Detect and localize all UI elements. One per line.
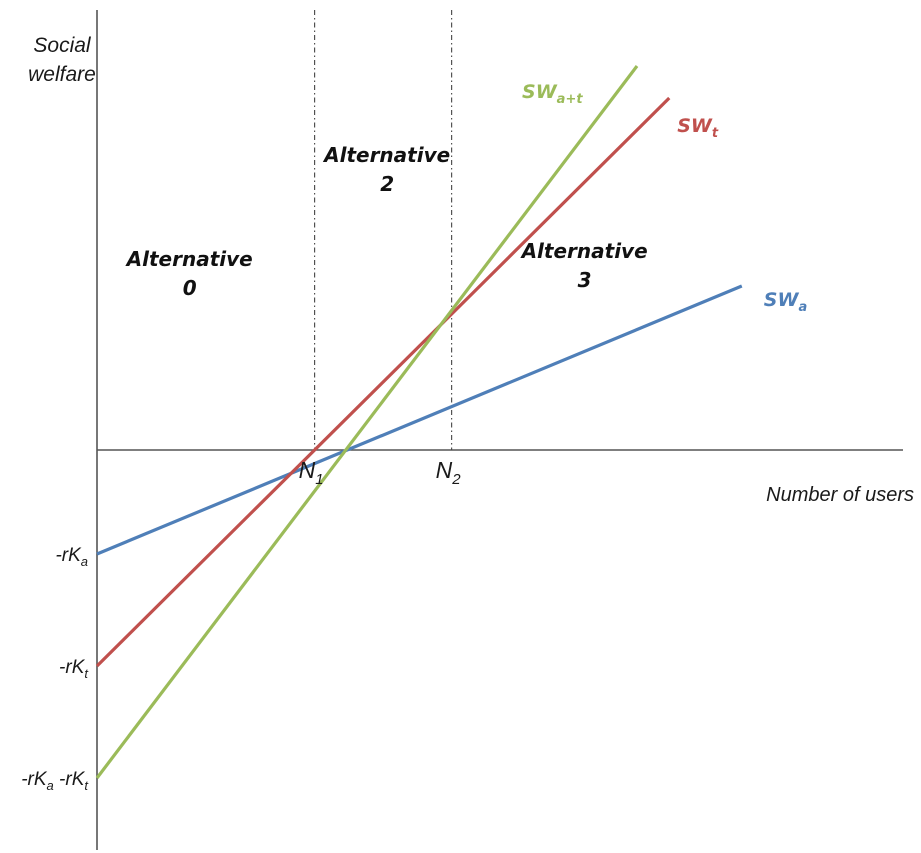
y-axis-label-line-2: welfare — [28, 63, 96, 86]
vline-label-n1: N1 — [299, 457, 324, 488]
alternative-3-label-line-1: Alternative — [520, 239, 648, 263]
series-label-sw-t: SWt — [677, 115, 719, 141]
series-label-sw-a: SWa — [764, 289, 807, 315]
y-tick-label-rka: -rKa — [55, 545, 88, 569]
chart-labels: Social welfare Number of users N1 N2 SWa SW… — [21, 34, 914, 793]
vline-label-n2: N2 — [436, 457, 462, 488]
series-line-sw-a — [96, 284, 743, 556]
y-tick-label-rkt: -rKt — [59, 657, 89, 681]
y-axis-label-line-1: Social — [33, 34, 92, 57]
alternative-2-label-line-1: Alternative — [322, 143, 450, 167]
y-tick-label-rka-rkt: -rKa -rKt — [21, 769, 89, 793]
series-lines — [95, 65, 743, 779]
threshold-lines — [314, 10, 453, 450]
alternative-0-label-line-2: 0 — [183, 276, 197, 300]
alternative-3-label-line-2: 3 — [578, 268, 592, 292]
x-axis-label: Number of users — [766, 484, 914, 506]
alternative-0-label-line-1: Alternative — [125, 247, 253, 271]
series-line-sw-t — [95, 96, 671, 668]
axes — [96, 10, 903, 850]
series-line-sw-a-t — [95, 65, 639, 779]
series-label-sw-a-t: SWa+t — [522, 81, 583, 107]
alternative-2-label-line-2: 2 — [380, 172, 394, 196]
